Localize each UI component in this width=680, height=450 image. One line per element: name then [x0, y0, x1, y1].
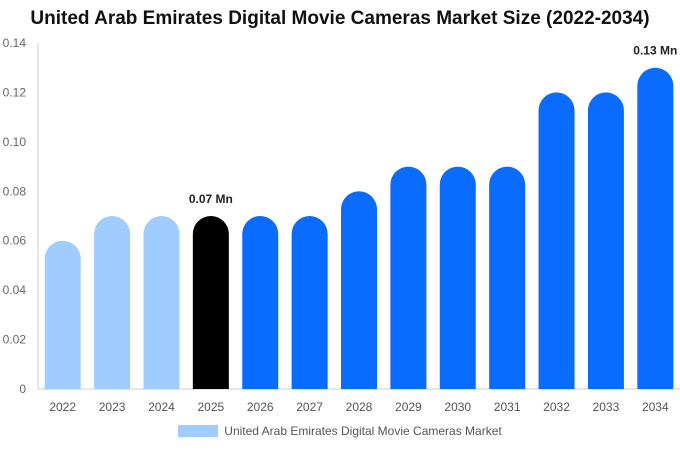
bar-2023	[94, 216, 131, 389]
bar-2027	[291, 216, 328, 389]
data-label: 0.13 Mn	[633, 44, 677, 58]
x-tick-label: 2025	[197, 400, 224, 414]
x-tick-label: 2031	[494, 400, 521, 414]
legend: United Arab Emirates Digital Movie Camer…	[0, 424, 680, 438]
legend-label: United Arab Emirates Digital Movie Camer…	[224, 424, 502, 438]
x-tick-label: 2028	[346, 400, 373, 414]
x-tick-label: 2034	[642, 400, 669, 414]
bar-2034	[637, 67, 674, 389]
x-tick-label: 2033	[593, 400, 620, 414]
x-tick-label: 2022	[49, 400, 76, 414]
bar-2029	[390, 166, 427, 389]
bar-2032	[538, 92, 575, 389]
x-tick-label: 2030	[444, 400, 471, 414]
bar-2031	[489, 166, 526, 389]
x-tick-label: 2027	[296, 400, 323, 414]
bar-2028	[341, 191, 377, 389]
y-tick-label: 0	[19, 382, 26, 396]
y-tick-label: 0.14	[3, 36, 27, 50]
x-tick-label: 2023	[99, 400, 126, 414]
bar-2026	[242, 216, 279, 389]
y-tick-label: 0.12	[3, 85, 27, 99]
bar-2022	[44, 240, 81, 389]
x-tick-label: 2024	[148, 400, 175, 414]
y-tick-label: 0.04	[3, 283, 27, 297]
bar-2033	[587, 92, 624, 389]
x-tick-label: 2026	[247, 400, 274, 414]
bar-2024	[143, 216, 180, 389]
bar-2030	[439, 166, 476, 389]
legend-swatch	[178, 425, 219, 437]
y-tick-label: 0.08	[3, 184, 27, 198]
x-tick-label: 2029	[395, 400, 422, 414]
chart-title: United Arab Emirates Digital Movie Camer…	[30, 8, 650, 29]
data-label: 0.07 Mn	[189, 192, 233, 206]
x-tick-label: 2032	[543, 400, 570, 414]
bar-2025	[192, 216, 229, 389]
y-tick-label: 0.02	[3, 333, 27, 347]
y-tick-label: 0.06	[3, 234, 27, 248]
y-tick-label: 0.10	[3, 135, 27, 149]
